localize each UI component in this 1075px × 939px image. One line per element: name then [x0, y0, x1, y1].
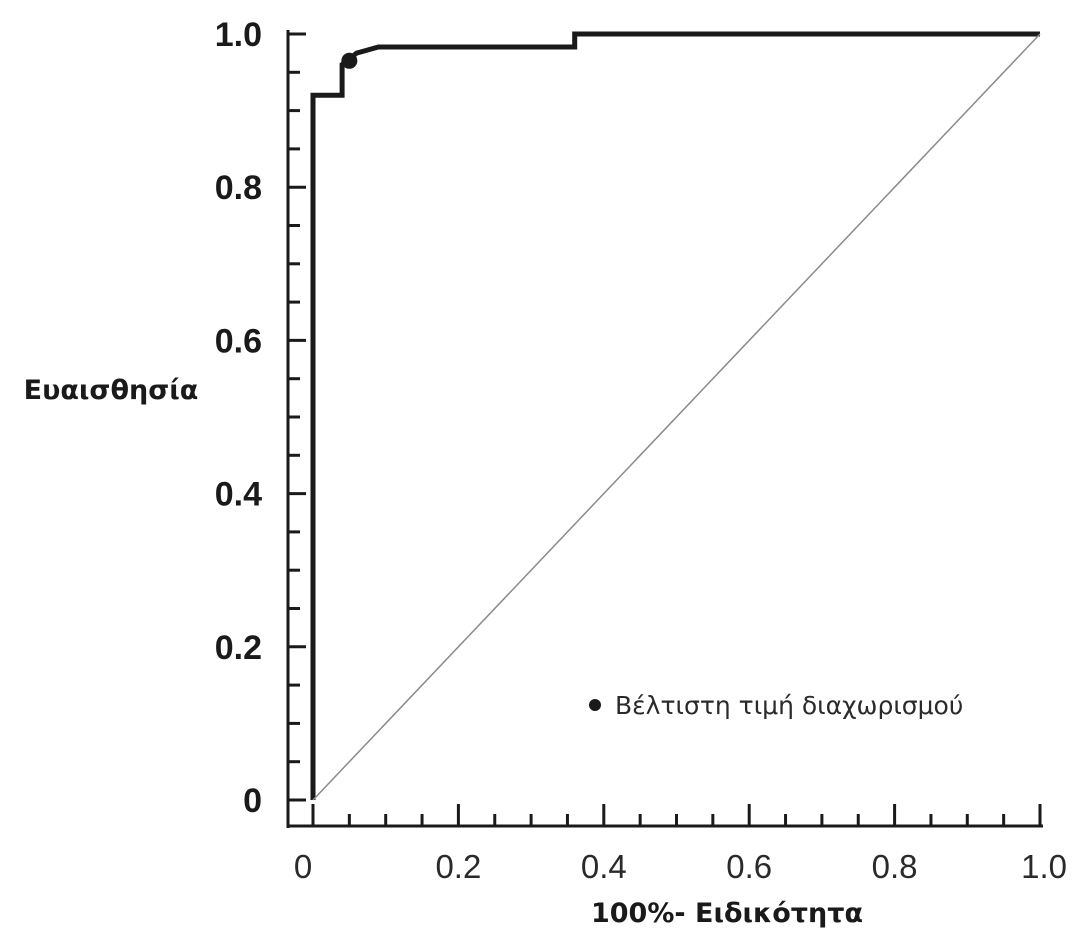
y-axis-title: Ευαισθησία — [24, 375, 199, 406]
x-tick-label: 0.4 — [581, 848, 627, 885]
y-tick-label: 0.4 — [215, 476, 262, 514]
roc-curve — [310, 31, 1040, 800]
ticks — [288, 32, 1042, 826]
x-tick-label: 0.6 — [726, 848, 772, 885]
y-tick-label: 0.2 — [215, 629, 262, 667]
x-tick-label: 0.8 — [872, 848, 918, 885]
axes — [286, 30, 1043, 828]
markers — [341, 52, 358, 69]
series — [310, 31, 1041, 801]
y-tick-label: 0.6 — [215, 322, 262, 360]
y-tick-label: 1.0 — [215, 16, 262, 54]
x-axis-title: 100%- Ειδικότητα — [591, 898, 863, 929]
x-tick-label: 0 — [294, 848, 312, 885]
legend-label: Βέλτιστη τιμή διαχωρισμού — [615, 691, 963, 720]
y-tick-label: 0.8 — [215, 169, 262, 207]
legend: Βέλτιστη τιμή διαχωρισμού — [589, 691, 963, 720]
y-tick-label: 0 — [243, 782, 262, 820]
optimal-cutoff-marker — [341, 52, 358, 69]
reference-diagonal — [312, 33, 1041, 801]
legend-marker — [589, 699, 601, 711]
x-tick-label: 0.2 — [435, 848, 481, 885]
x-tick-label: 1.0 — [1021, 848, 1067, 885]
tick-labels: 0 0.2 0.4 0.6 0.8 1.0 0 0.2 0.4 0.6 0.8 1.0 — [215, 16, 1067, 885]
